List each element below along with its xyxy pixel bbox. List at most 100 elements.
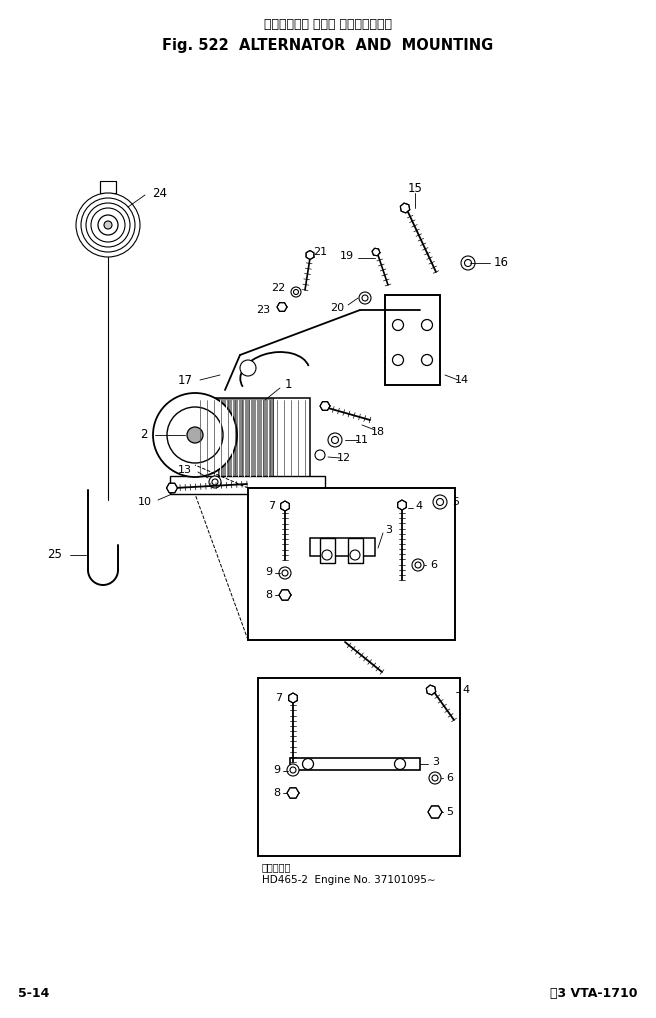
Text: 21: 21 [313,247,327,257]
Text: 6: 6 [430,560,437,570]
Text: 3: 3 [385,525,392,535]
Circle shape [282,570,288,576]
Circle shape [432,775,438,781]
Polygon shape [279,589,291,601]
Circle shape [436,499,443,506]
Circle shape [415,562,421,568]
Circle shape [98,215,118,235]
Text: HD465-2  Engine No. 37101095∼: HD465-2 Engine No. 37101095∼ [262,875,436,885]
Circle shape [209,476,221,488]
Text: 適用機番号: 適用機番号 [262,862,291,872]
Bar [100,181,116,193]
Bar [258,678,460,856]
Text: 15: 15 [407,181,422,194]
Circle shape [392,354,403,365]
Text: オルタネータ および マウンティング: オルタネータ および マウンティング [264,18,392,31]
Circle shape [293,289,298,294]
Text: 5: 5 [452,497,459,507]
Circle shape [461,256,475,270]
Polygon shape [372,248,380,256]
Circle shape [302,758,314,770]
Circle shape [429,772,441,784]
Circle shape [167,407,223,463]
Circle shape [104,221,112,229]
Text: 8: 8 [265,590,272,600]
Text: 6: 6 [446,773,453,783]
Circle shape [464,260,472,267]
Text: 22: 22 [271,283,285,293]
Circle shape [422,354,432,365]
Text: 18: 18 [371,427,385,437]
Text: 17: 17 [178,374,193,387]
Circle shape [331,437,338,444]
Text: 23: 23 [256,305,270,315]
Text: 11: 11 [355,435,369,445]
Bar [310,538,375,556]
Circle shape [362,295,368,301]
Circle shape [350,550,360,560]
Text: 25: 25 [47,549,62,562]
Circle shape [212,479,218,485]
Circle shape [240,360,256,376]
Circle shape [187,427,203,443]
Circle shape [86,203,130,247]
Text: 1: 1 [285,379,293,392]
Bar [290,758,420,770]
Text: Fig. 522  ALTERNATOR  AND  MOUNTING: Fig. 522 ALTERNATOR AND MOUNTING [163,38,493,53]
Circle shape [91,208,125,242]
Circle shape [315,450,325,460]
Bar [348,538,363,563]
Polygon shape [167,484,178,493]
Polygon shape [277,302,287,312]
Circle shape [291,287,301,297]
Text: 2: 2 [140,429,148,442]
Text: 20: 20 [330,303,344,313]
Text: 9: 9 [273,765,280,775]
Text: 9: 9 [265,567,272,577]
Text: 16: 16 [494,257,509,270]
Circle shape [76,193,140,257]
Text: 10: 10 [138,497,152,507]
Text: 19: 19 [340,251,354,261]
Polygon shape [428,806,442,818]
Text: 14: 14 [455,375,469,385]
Text: 7: 7 [275,693,282,703]
Text: 7: 7 [268,501,275,511]
Bar [320,538,335,563]
Circle shape [287,764,299,776]
Polygon shape [289,693,297,703]
Polygon shape [287,788,299,798]
Circle shape [279,567,291,579]
Circle shape [328,433,342,447]
Polygon shape [398,500,406,510]
Polygon shape [281,501,289,511]
Circle shape [153,393,237,477]
Text: 4: 4 [415,501,422,511]
Polygon shape [426,685,436,695]
Text: 4: 4 [462,685,469,695]
Bar [248,488,455,640]
Polygon shape [320,402,330,410]
Circle shape [394,758,405,770]
Circle shape [290,767,296,773]
Bar [170,476,325,494]
Text: 3: 3 [432,757,439,767]
Text: 5: 5 [446,807,453,817]
Text: 13: 13 [178,465,192,475]
Circle shape [422,320,432,331]
Polygon shape [400,203,410,213]
Bar [218,398,273,478]
Circle shape [392,320,403,331]
Text: 5-14: 5-14 [18,987,49,1000]
Text: ␹3 VTA-1710: ␹3 VTA-1710 [550,987,638,1000]
Polygon shape [306,250,314,260]
Circle shape [412,559,424,571]
Text: 24: 24 [152,186,167,200]
Circle shape [359,292,371,304]
Text: 12: 12 [337,453,351,463]
Circle shape [433,495,447,509]
Circle shape [322,550,332,560]
Circle shape [81,197,135,252]
Bar [195,398,310,478]
Text: 8: 8 [273,788,280,798]
